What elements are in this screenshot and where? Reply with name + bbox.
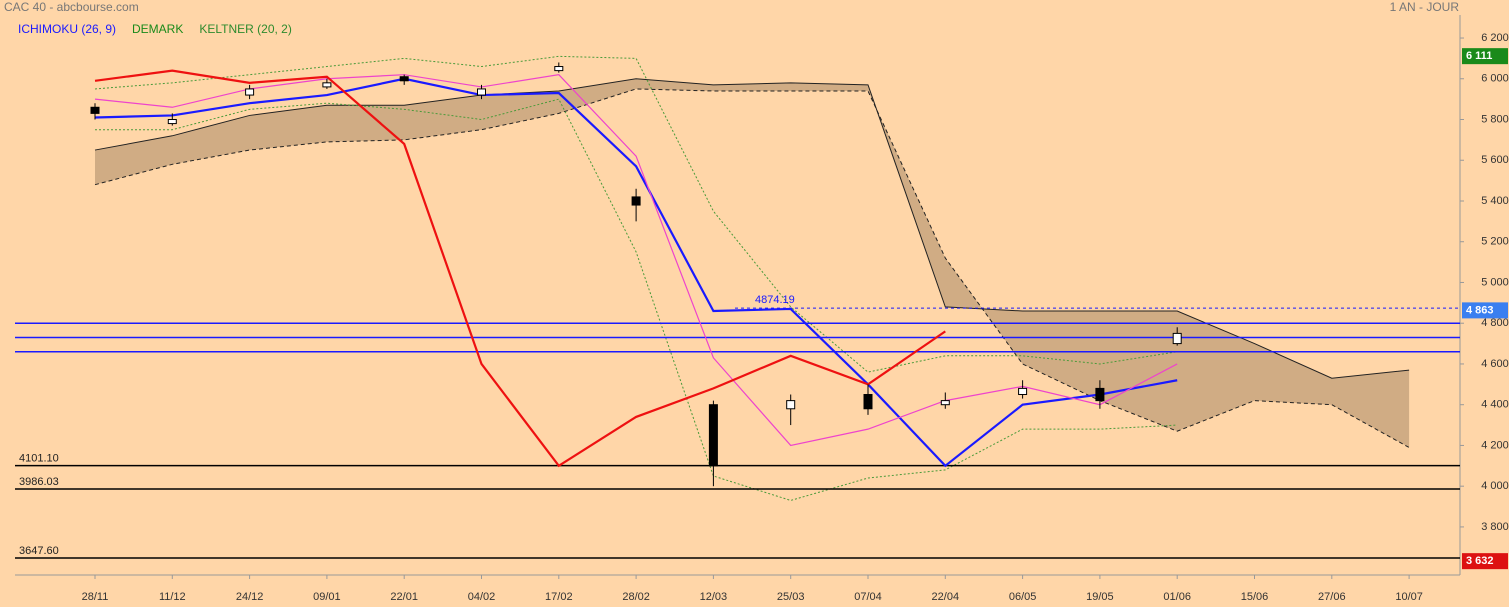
x-tick-label: 19/05 xyxy=(1086,591,1114,603)
candle-body xyxy=(631,196,641,206)
price-tag-label: 6 111 xyxy=(1466,50,1492,62)
candle-body xyxy=(167,119,177,125)
level-label: 3986.03 xyxy=(19,476,59,488)
line-chikou xyxy=(94,69,946,468)
candle-body xyxy=(1018,387,1028,396)
legend-item: DEMARK xyxy=(132,22,183,36)
x-tick-label: 09/01 xyxy=(313,591,341,603)
legend-item: ICHIMOKU (26, 9) xyxy=(18,22,116,36)
y-tick-label: 5 800 xyxy=(1481,113,1509,125)
candle-body xyxy=(708,404,718,467)
cloud xyxy=(95,78,1410,448)
x-tick-label: 28/11 xyxy=(82,591,109,603)
candle-body xyxy=(786,400,796,410)
candle-body xyxy=(245,88,255,96)
y-tick-label: 5 400 xyxy=(1481,195,1509,207)
cloud-span-a xyxy=(94,78,1410,379)
y-tick-label: 4 800 xyxy=(1481,317,1509,329)
y-tick-label: 4 000 xyxy=(1481,480,1509,492)
price-tag xyxy=(1462,553,1508,570)
y-tick-label: 5 200 xyxy=(1481,236,1509,248)
x-tick-label: 10/07 xyxy=(1395,591,1423,603)
x-tick-label: 28/02 xyxy=(622,591,650,603)
x-tick-label: 06/05 xyxy=(1009,591,1037,603)
candle-body xyxy=(90,106,100,114)
chart-title: CAC 40 - abcbourse.com xyxy=(4,0,139,14)
candle-body xyxy=(322,82,332,88)
cloud-span-b xyxy=(94,88,1410,448)
y-tick-label: 4 400 xyxy=(1481,399,1509,411)
y-tick-label: 5 000 xyxy=(1481,276,1509,288)
resistance-label: 4874.19 xyxy=(755,294,795,306)
x-tick-label: 01/06 xyxy=(1163,591,1191,603)
x-tick-label: 22/04 xyxy=(932,591,960,603)
candle-body xyxy=(399,76,409,82)
level-label: 3647.60 xyxy=(19,545,59,557)
candle-body xyxy=(477,88,486,96)
y-tick-label: 6 000 xyxy=(1481,73,1509,85)
x-tick-label: 17/02 xyxy=(545,591,573,603)
period: 1 AN - JOUR xyxy=(1390,0,1460,14)
y-tick-label: 3 800 xyxy=(1481,521,1509,533)
price-tag xyxy=(1462,48,1508,65)
x-tick-label: 07/04 xyxy=(854,591,882,603)
x-tick-label: 22/01 xyxy=(390,591,418,603)
price-tag-label: 4 863 xyxy=(1466,304,1494,316)
candle-body xyxy=(863,394,873,410)
x-tick-label: 27/06 xyxy=(1318,591,1346,603)
candle-body xyxy=(554,66,564,72)
x-tick-label: 11/12 xyxy=(159,591,186,603)
price-tag-label: 3 632 xyxy=(1466,555,1494,567)
x-tick-label: 15/06 xyxy=(1241,591,1269,603)
keltner-upper xyxy=(94,55,1178,373)
level-label: 4101.10 xyxy=(19,452,59,464)
legend-item: KELTNER (20, 2) xyxy=(199,22,291,36)
y-tick-label: 5 600 xyxy=(1481,154,1509,166)
x-tick-label: 04/02 xyxy=(468,591,496,603)
candle-body xyxy=(1095,387,1105,402)
y-tick-label: 6 200 xyxy=(1481,32,1509,44)
price-tag xyxy=(1462,302,1508,319)
candle-body xyxy=(940,400,950,406)
x-tick-label: 25/03 xyxy=(777,591,805,603)
line-kijun xyxy=(94,77,1178,468)
y-tick-label: 4 200 xyxy=(1481,439,1509,451)
candle-body xyxy=(1172,332,1182,345)
keltner-lower xyxy=(95,98,1178,501)
y-tick-label: 4 600 xyxy=(1481,358,1509,370)
x-tick-label: 24/12 xyxy=(236,591,264,603)
line-tenkan xyxy=(94,74,1178,447)
x-tick-label: 12/03 xyxy=(700,591,728,603)
